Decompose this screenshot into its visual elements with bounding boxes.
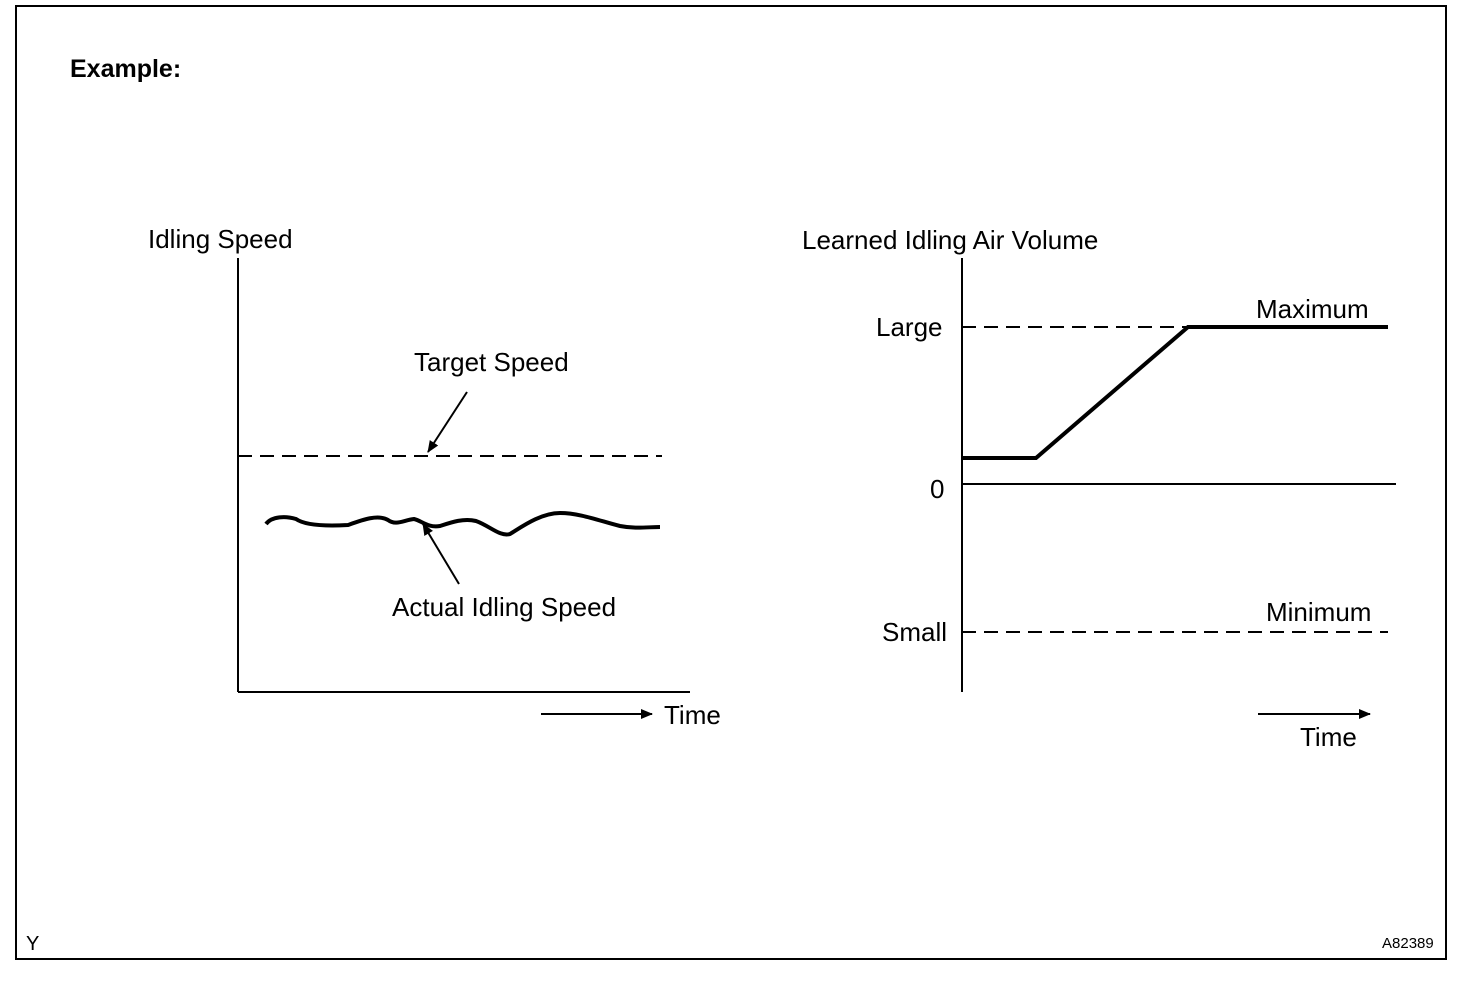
actual-idling-speed-pointer [422, 523, 460, 585]
large-label: Large [876, 312, 943, 342]
actual-idling-speed-label: Actual Idling Speed [392, 592, 616, 622]
left-graph: Idling Speed Target Speed Actual Idling … [148, 224, 721, 730]
right-x-axis-label: Time [1300, 722, 1357, 752]
minimum-label: Minimum [1266, 597, 1371, 627]
figure-code: A82389 [1382, 935, 1434, 952]
target-speed-pointer [427, 391, 468, 453]
target-speed-label: Target Speed [414, 347, 569, 377]
figure-frame [15, 5, 1447, 960]
actual-idling-speed-curve [264, 510, 661, 537]
left-y-axis-label: Idling Speed [148, 224, 293, 254]
small-label: Small [882, 617, 947, 647]
corner-mark: Y [26, 933, 39, 955]
zero-label: 0 [930, 474, 944, 504]
left-x-axis-label: Time [664, 700, 721, 730]
right-graph: Learned Idling Air Volume Large Maximum … [802, 225, 1396, 752]
figure-title: Example: [70, 55, 181, 83]
right-y-axis-label: Learned Idling Air Volume [802, 225, 1098, 255]
learned-air-volume-line [962, 325, 1388, 460]
maximum-label: Maximum [1256, 294, 1369, 324]
